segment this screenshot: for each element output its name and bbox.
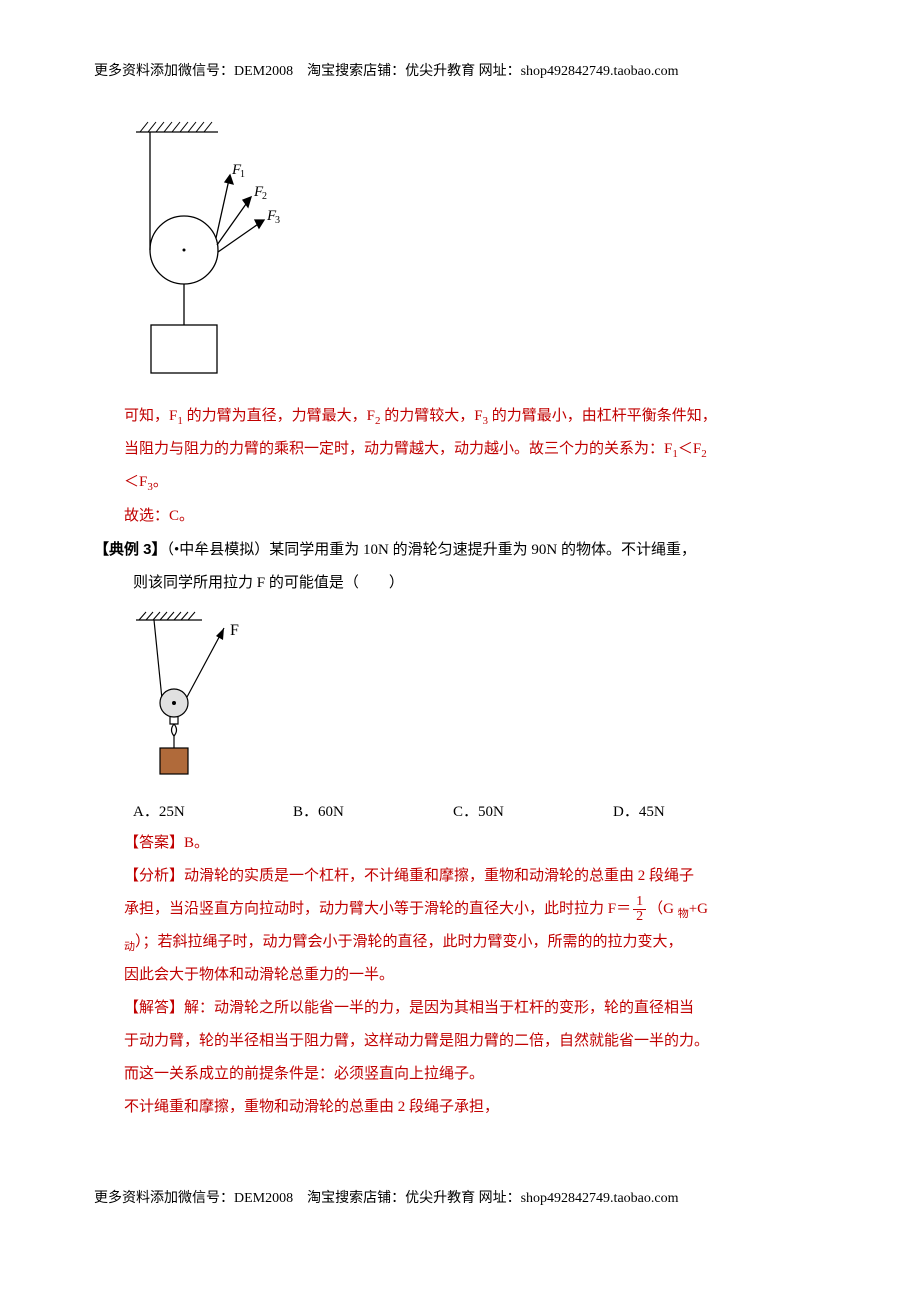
text: 而这一关系成立的前提条件是：必须竖直向上拉绳子。 xyxy=(124,1058,826,1091)
sub: 2 xyxy=(701,448,707,460)
svg-text:F: F xyxy=(230,622,239,639)
question-3: 【典例 3】（•中牟县模拟）某同学用重为 10N 的滑轮匀速提升重为 90N 的… xyxy=(94,533,826,600)
answer-block: 【答案】B。 【分析】动滑轮的实质是一个杠杆，不计绳重和摩擦，重物和动滑轮的总重… xyxy=(94,827,826,1124)
text: （G xyxy=(648,901,678,917)
text: 因此会大于物体和动滑轮总重力的一半。 xyxy=(124,959,826,992)
answer-choice: 故选：C。 xyxy=(124,500,826,533)
option-a: A．25N xyxy=(133,800,293,821)
page-footer: 更多资料添加微信号：DEM2008 淘宝搜索店铺：优尖升教育 网址：shop49… xyxy=(94,1187,678,1207)
text: 承担，当沿竖直方向拉动时，动力臂大小等于滑轮的直径大小，此时拉力 F＝ xyxy=(124,901,631,917)
sub: 物 xyxy=(678,908,689,920)
text: 动滑轮的实质是一个杠杆，不计绳重和摩擦，重物和动滑轮的总重由 2 段绳子 xyxy=(184,868,694,884)
question-source: （•中牟县模拟） xyxy=(167,542,270,558)
text: ）；若斜拉绳子时，动力臂会小于滑轮的直径，此时力臂变小，所需的的拉力变大， xyxy=(135,934,683,950)
text: 当阻力与阻力的力臂的乘积一定时，动力臂越大，动力越小。故三个力的关系为：F xyxy=(124,441,672,457)
text: 的力臂较大，F xyxy=(380,408,482,424)
text: 的力臂为直径，力臂最大，F xyxy=(183,408,375,424)
text: 于动力臂，轮的半径相当于阻力臂，这样动力臂是阻力臂的二倍，自然就能省一半的力。 xyxy=(124,1025,826,1058)
svg-text:1: 1 xyxy=(240,169,245,180)
text: ＜F xyxy=(678,441,701,457)
text: 可知，F xyxy=(124,408,177,424)
solution-label: 【解答】 xyxy=(124,1000,184,1016)
sub: 动 xyxy=(124,941,135,953)
text: ＜F xyxy=(124,474,147,490)
text: +G xyxy=(689,901,708,917)
text: 。 xyxy=(153,474,168,490)
text: 解：动滑轮之所以能省一半的力，是因为其相当于杠杆的变形，轮的直径相当 xyxy=(184,1000,694,1016)
explanation-1: 可知，F1 的力臂为直径，力臂最大，F2 的力臂较大，F3 的力臂最小，由杠杆平… xyxy=(94,400,826,533)
question-text: 某同学用重为 10N 的滑轮匀速提升重为 90N 的物体。不计绳重， xyxy=(269,542,696,558)
svg-text:2: 2 xyxy=(262,191,267,202)
svg-text:3: 3 xyxy=(275,215,280,226)
page-header: 更多资料添加微信号：DEM2008 淘宝搜索店铺：优尖升教育 网址：shop49… xyxy=(94,60,826,80)
option-d: D．45N xyxy=(613,800,773,821)
diagram-pulley-forces: F1 F2 F3 xyxy=(136,120,826,380)
analysis-label: 【分析】 xyxy=(124,868,184,884)
answer-label: 【答案】 xyxy=(124,835,184,851)
answer-options: A．25N B．60N C．50N D．45N xyxy=(133,800,826,821)
option-b: B．60N xyxy=(293,800,453,821)
diagram-movable-pulley: F xyxy=(136,610,826,780)
fraction-half: 12 xyxy=(633,895,646,924)
answer-value: B。 xyxy=(184,835,209,851)
question-label: 【典例 3】 xyxy=(94,541,167,558)
text: 的力臂最小，由杠杆平衡条件知， xyxy=(488,408,717,424)
text: 不计绳重和摩擦，重物和动滑轮的总重由 2 段绳子承担， xyxy=(124,1091,826,1124)
option-c: C．50N xyxy=(453,800,613,821)
question-text: 则该同学所用拉力 F 的可能值是（ ） xyxy=(94,567,826,600)
